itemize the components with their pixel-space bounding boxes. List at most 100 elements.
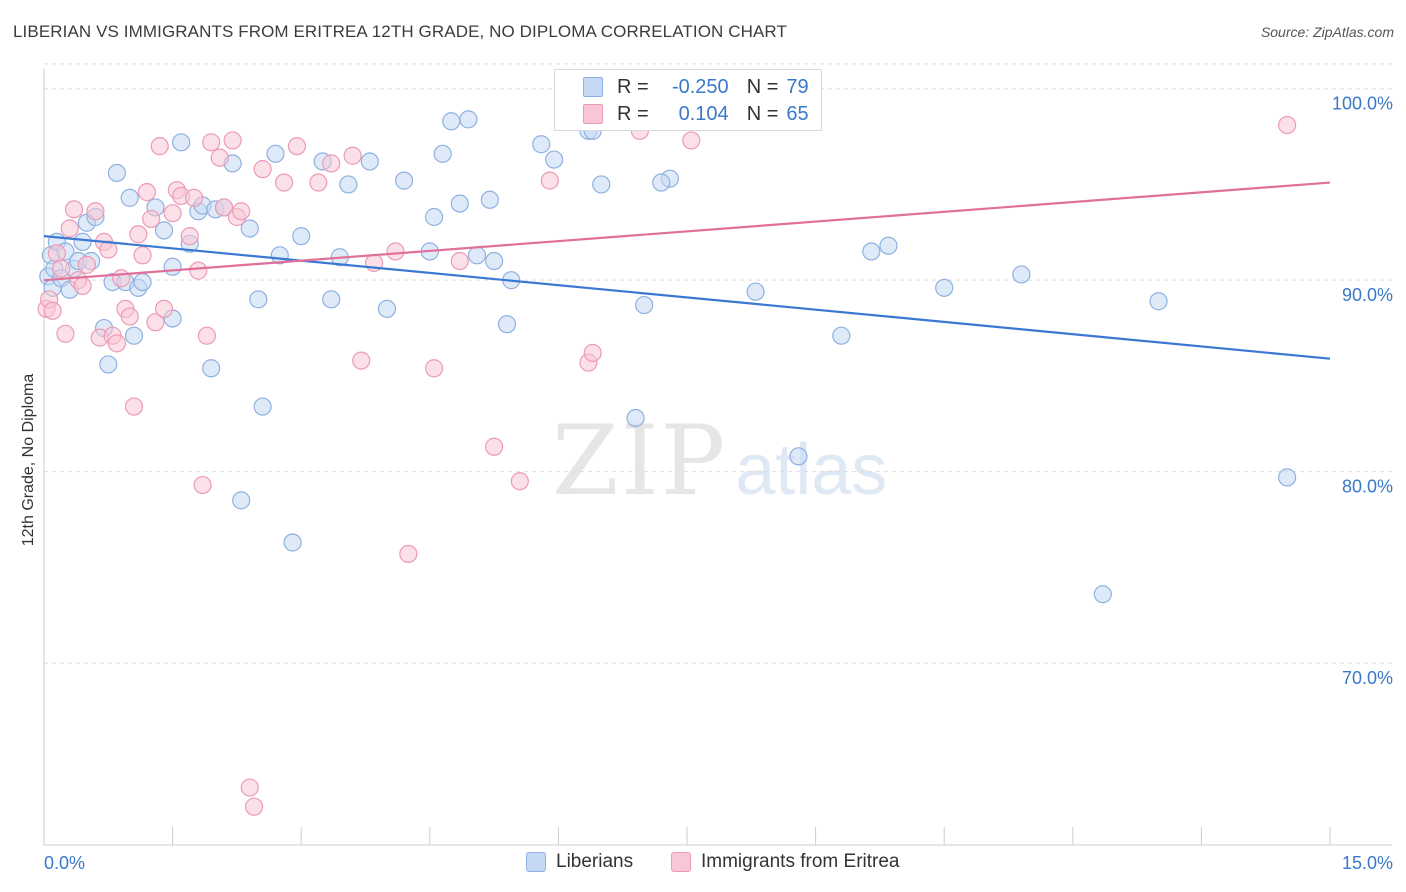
- liberians-point: [202, 359, 221, 378]
- liberians-trend-line: [43, 235, 1331, 360]
- eritrea-point: [343, 146, 362, 165]
- eritrea-point: [244, 797, 264, 816]
- liberians-point: [133, 272, 152, 292]
- eritrea-point: [180, 227, 199, 246]
- eritrea-point: [322, 154, 341, 173]
- eritrea-point: [253, 160, 272, 179]
- liberians-point: [154, 221, 174, 240]
- eritrea-legend-icon: [671, 852, 691, 872]
- chart-title: LIBERIAN VS IMMIGRANTS FROM ERITREA 12TH…: [13, 22, 787, 41]
- eritrea-point: [202, 133, 221, 152]
- liberians-point: [322, 290, 341, 309]
- liberians-point: [360, 152, 379, 171]
- liberians-point: [746, 282, 765, 301]
- eritrea-point: [73, 276, 92, 296]
- liberians-point: [485, 251, 504, 271]
- liberians-point: [459, 110, 478, 129]
- liberians-point: [450, 194, 469, 213]
- liberians-point: [292, 227, 311, 246]
- eritrea-point: [146, 313, 165, 332]
- n-label: N =: [746, 102, 779, 125]
- liberians-point: [635, 295, 654, 315]
- eritrea-trend-line: [43, 181, 1331, 282]
- eritrea-point: [107, 334, 126, 353]
- source-credit: Source: ZipAtlas.com: [1260, 24, 1394, 40]
- liberians-point: [283, 533, 302, 552]
- y-tick-label: 80.0%: [1342, 477, 1393, 497]
- n-label: N =: [746, 75, 779, 98]
- liberians-legend-icon: [526, 852, 546, 872]
- liberians-point: [592, 175, 611, 194]
- eritrea-point: [386, 242, 405, 261]
- liberians-point: [879, 236, 898, 255]
- liberians-point: [1149, 292, 1168, 311]
- liberians-point: [626, 408, 645, 428]
- r-label: R =: [617, 75, 649, 98]
- eritrea-point: [112, 269, 131, 288]
- liberians-point: [163, 257, 182, 276]
- eritrea-point: [682, 131, 701, 150]
- eritrea-point: [43, 301, 62, 320]
- eritrea-point: [197, 326, 216, 345]
- eritrea-point: [210, 148, 229, 167]
- liberians-point: [73, 232, 92, 251]
- eritrea-point: [399, 544, 418, 564]
- eritrea-point: [583, 343, 602, 363]
- liberians-point: [832, 326, 851, 345]
- correlation-legend: R = -0.250 N = 79 R = 0.104 N = 65: [554, 69, 822, 131]
- liberians-point: [124, 326, 144, 345]
- liberians-point: [253, 397, 272, 416]
- n-value: 65: [786, 102, 809, 125]
- liberians-point: [249, 290, 268, 309]
- liberians-point: [862, 242, 881, 261]
- r-value: 0.104: [678, 102, 729, 125]
- eritrea-point: [137, 183, 156, 202]
- liberians-point: [240, 219, 259, 238]
- eritrea-point: [309, 173, 328, 192]
- eritrea-swatch-icon: [583, 104, 603, 124]
- series-legend: Liberians Immigrants from Eritrea: [0, 851, 1406, 877]
- eritrea-point: [232, 202, 251, 221]
- legend-item-eritrea: Immigrants from Eritrea: [671, 851, 899, 873]
- eritrea-point: [163, 204, 182, 223]
- eritrea-point: [60, 219, 79, 238]
- y-tick-label: 100.0%: [1332, 94, 1393, 114]
- eritrea-point: [510, 472, 529, 491]
- eritrea-point: [223, 131, 242, 150]
- watermark-atlas: atlas: [735, 430, 888, 510]
- eritrea-point: [287, 137, 307, 156]
- liberians-point: [1278, 468, 1297, 487]
- liberians-point: [424, 207, 444, 227]
- eritrea-point: [154, 299, 174, 319]
- eritrea-point: [86, 202, 105, 221]
- liberians-point: [480, 190, 499, 209]
- eritrea-point: [47, 244, 66, 263]
- eritrea-point: [1278, 115, 1297, 135]
- x-tick-label: 0.0%: [44, 853, 85, 873]
- eritrea-point: [77, 255, 96, 274]
- legend-row-eritrea: R = 0.104 N = 65: [583, 101, 809, 127]
- eritrea-point: [124, 397, 144, 416]
- eritrea-point: [120, 307, 139, 326]
- liberians-point: [172, 133, 191, 152]
- r-label: R =: [617, 102, 649, 125]
- liberians-point: [442, 112, 461, 131]
- eritrea-point: [64, 200, 84, 219]
- eritrea-point: [133, 246, 152, 265]
- y-tick-label: 70.0%: [1342, 668, 1393, 688]
- liberians-point: [266, 144, 285, 163]
- eritrea-point: [240, 778, 259, 797]
- eritrea-point: [450, 251, 469, 271]
- eritrea-point: [150, 137, 169, 156]
- eritrea-point: [352, 351, 371, 370]
- liberians-point: [394, 171, 414, 190]
- eritrea-point: [142, 209, 161, 229]
- legend-label-eritrea: Immigrants from Eritrea: [701, 851, 900, 872]
- eritrea-point: [424, 359, 444, 378]
- eritrea-point: [56, 324, 75, 343]
- y-tick-label: 90.0%: [1342, 285, 1393, 305]
- eritrea-point: [189, 261, 208, 280]
- liberians-point: [545, 150, 564, 169]
- legend-item-liberians: Liberians: [526, 851, 633, 873]
